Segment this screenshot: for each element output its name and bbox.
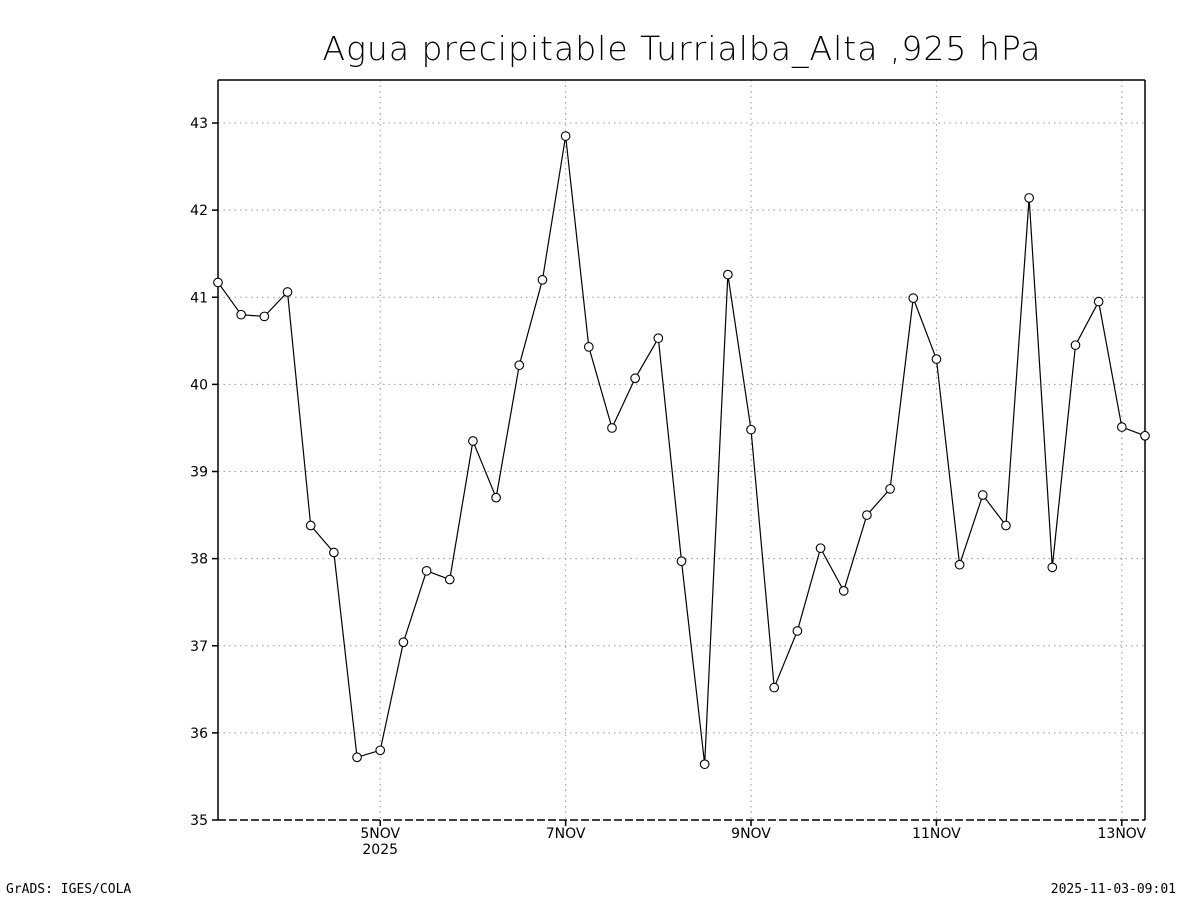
y-tick-label: 39	[190, 465, 208, 481]
data-point	[282, 287, 293, 297]
data-point	[213, 277, 223, 288]
data-point	[630, 373, 641, 384]
x-tick-label: 9NOV	[731, 826, 771, 842]
x-tick-label: 11NOV	[912, 826, 961, 842]
data-point	[398, 637, 409, 648]
x-tick-label: 13NOV	[1098, 826, 1147, 842]
data-point	[954, 559, 965, 570]
data-point	[1024, 193, 1034, 203]
series-line-path	[217, 135, 1146, 765]
data-point	[444, 574, 455, 585]
data-point	[699, 759, 710, 770]
data-point	[722, 269, 733, 280]
footer-right: 2025-11-03-09:01	[1051, 882, 1176, 897]
data-point	[769, 682, 780, 693]
x-tick-label: 7NOV	[546, 826, 586, 842]
data-point	[931, 354, 942, 364]
data-point	[607, 423, 617, 433]
footer-left: GrADS: IGES/COLA	[6, 882, 131, 897]
y-tick-label: 41	[190, 290, 208, 306]
data-point	[375, 745, 386, 756]
data-point	[421, 565, 432, 576]
data-point	[537, 274, 548, 285]
y-tick-label: 43	[190, 116, 208, 132]
chart-title: Agua precipitable Turrialba_Alta ,925 hP…	[323, 29, 1042, 69]
data-point	[815, 543, 826, 554]
data-point	[977, 490, 988, 500]
series-line	[213, 131, 1150, 770]
data-point	[885, 484, 895, 494]
data-point	[908, 293, 919, 303]
data-point	[1140, 430, 1150, 441]
data-point	[259, 311, 270, 322]
data-point	[329, 547, 339, 558]
data-point	[1093, 296, 1104, 307]
y-tick-label: 37	[190, 639, 208, 655]
data-point	[583, 342, 594, 352]
data-point	[676, 556, 687, 567]
data-point	[514, 360, 525, 371]
y-tick-label: 36	[190, 726, 208, 742]
data-point	[352, 752, 362, 763]
data-point	[792, 626, 803, 636]
data-point	[746, 424, 756, 435]
x-tick-label: 5NOV	[360, 826, 400, 842]
x-tick-sublabel: 2025	[362, 842, 398, 858]
data-point	[1047, 562, 1058, 573]
y-tick-label: 38	[190, 552, 208, 568]
data-point	[491, 492, 501, 503]
data-point	[468, 436, 478, 446]
y-tick-label: 40	[190, 377, 208, 393]
y-tick-label: 42	[190, 203, 208, 219]
data-point	[236, 309, 247, 320]
data-point	[1116, 422, 1127, 432]
data-point	[838, 586, 849, 596]
data-point	[1070, 340, 1081, 351]
data-point	[862, 510, 872, 520]
data-point	[653, 333, 664, 344]
data-point	[560, 131, 571, 141]
data-point	[305, 520, 316, 531]
grid	[218, 80, 1145, 820]
data-point	[1001, 520, 1011, 531]
y-tick-label: 35	[190, 813, 208, 829]
